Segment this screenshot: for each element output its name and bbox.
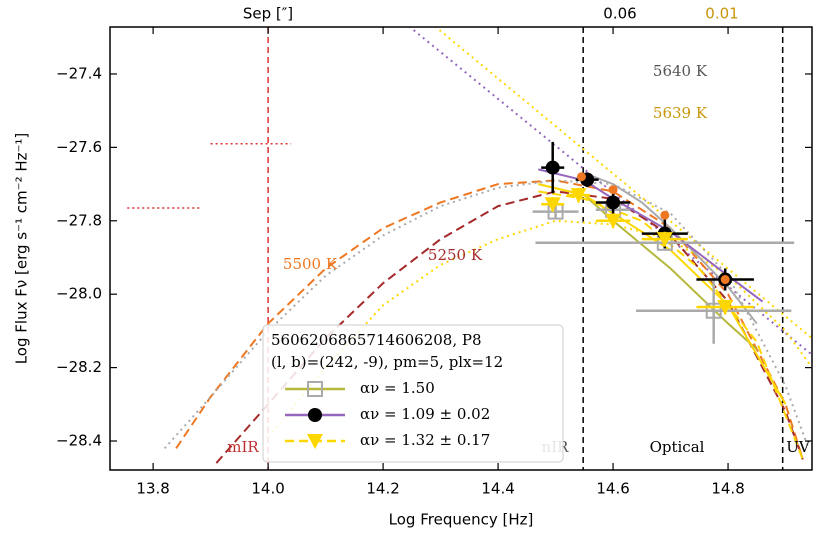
region-label: UV	[786, 438, 811, 456]
region-label: mIR	[227, 438, 259, 456]
point	[308, 408, 322, 422]
x-tick-label: 14.2	[366, 480, 399, 498]
x-axis-label: Log Frequency [Hz]	[389, 511, 534, 529]
y-tick-label: −27.4	[56, 64, 102, 82]
point	[570, 188, 587, 204]
point	[705, 302, 722, 319]
temp-label: 5500 K	[283, 255, 338, 273]
temp-label: 5250 K	[428, 246, 483, 264]
point	[606, 195, 621, 210]
x-tick-label: 14.8	[711, 480, 744, 498]
x-tick-label: 14.6	[596, 480, 629, 498]
legend-box	[262, 324, 564, 463]
x-tick-label: 13.8	[136, 480, 169, 498]
y-tick-label: −28.0	[56, 285, 102, 303]
y-tick-label: −27.6	[56, 138, 102, 156]
curve	[538, 190, 804, 460]
point	[307, 381, 323, 397]
curve	[175, 179, 804, 460]
point	[656, 232, 673, 248]
legend-label: αν = 1.50	[360, 379, 435, 397]
y-tick-label: −28.2	[56, 358, 102, 376]
x-tick-label: 14.0	[251, 480, 284, 498]
point	[608, 185, 618, 195]
y-tick-label: −27.8	[56, 211, 102, 229]
top-label: 0.01	[705, 5, 738, 23]
point	[660, 210, 670, 220]
top-label: Sep [″]	[243, 5, 293, 23]
temp-label: 5640 K	[653, 62, 708, 80]
region-label: Optical	[650, 438, 705, 456]
top-label: 0.06	[603, 5, 636, 23]
point	[576, 172, 586, 182]
point	[720, 275, 730, 285]
frame	[109, 26, 813, 471]
temp-label: 5639 K	[653, 104, 708, 122]
y-tick-label: −28.4	[56, 432, 102, 450]
point	[545, 160, 560, 175]
legend-title: (l, b)=(242, -9), pm=5, plx=12	[271, 353, 503, 371]
y-axis-label: Log Flux Fν [erg s⁻¹ cm⁻² Hz⁻¹]	[13, 133, 31, 365]
point	[544, 197, 561, 213]
legend-title: 5606206865714606208, P8	[271, 331, 482, 349]
point	[717, 300, 734, 316]
plot-area	[127, 27, 812, 470]
x-tick-label: 14.4	[481, 480, 514, 498]
legend-label: αν = 1.09 ± 0.02	[360, 405, 490, 423]
point	[307, 434, 323, 449]
point	[605, 213, 622, 229]
curve	[434, 27, 812, 340]
legend-label: αν = 1.32 ± 0.17	[360, 431, 490, 449]
curve	[583, 172, 758, 325]
